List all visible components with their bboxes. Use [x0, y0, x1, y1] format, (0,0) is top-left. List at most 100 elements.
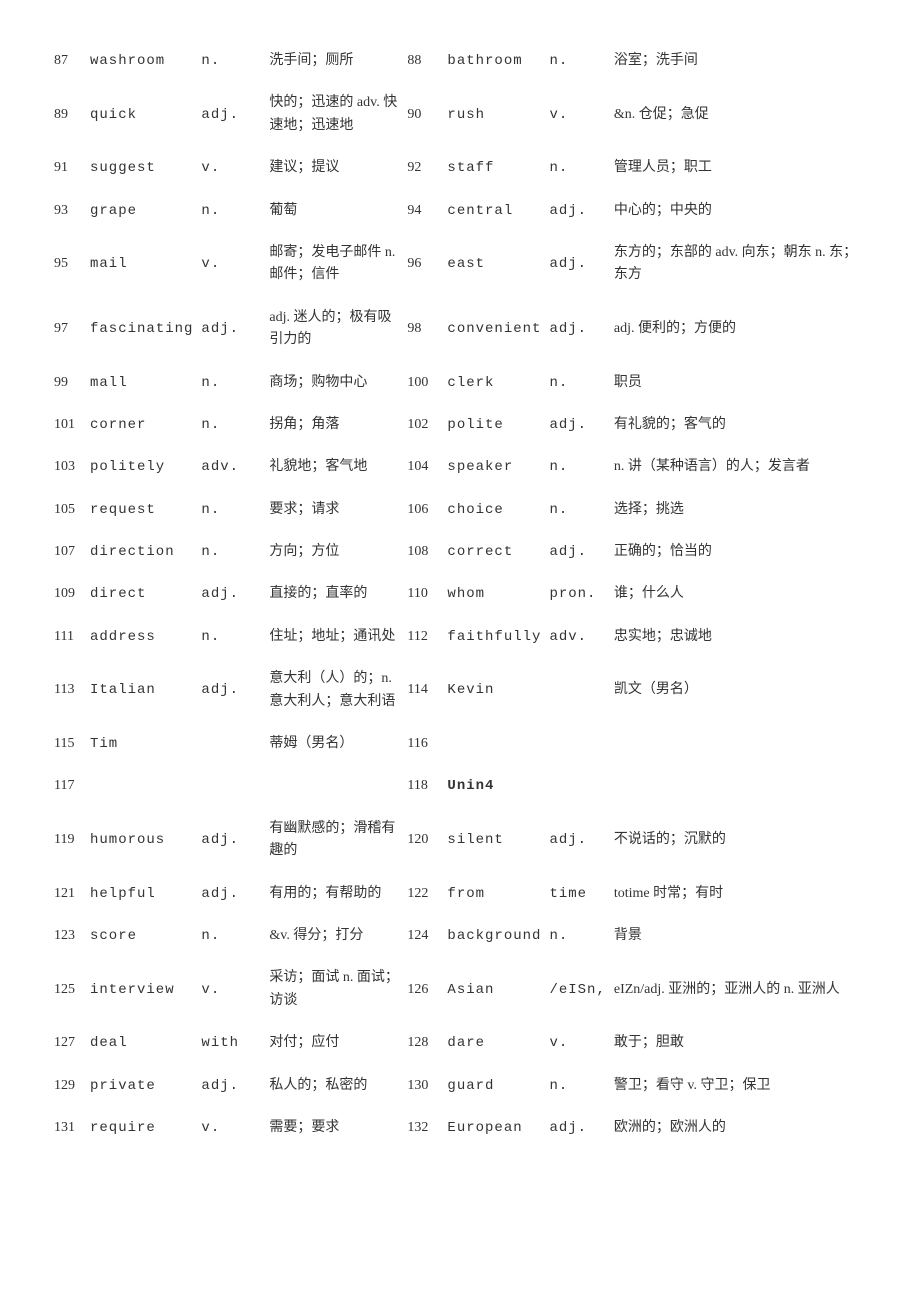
- row-number-left: 123: [50, 915, 86, 957]
- definition-right: 管理人员；职工: [610, 147, 870, 189]
- row-number-left: 89: [50, 82, 86, 147]
- pos-right: adj.: [545, 232, 609, 297]
- definition-right: 正确的；恰当的: [610, 531, 870, 573]
- definition-right: 谁；什么人: [610, 573, 870, 615]
- definition-left: 快的；迅速的 adv. 快速地；迅速地: [265, 82, 403, 147]
- pos-right: n.: [545, 147, 609, 189]
- row-number-left: 91: [50, 147, 86, 189]
- pos-left: v.: [197, 147, 265, 189]
- definition-left: 直接的；直率的: [265, 573, 403, 615]
- table-row: 89quickadj.快的；迅速的 adv. 快速地；迅速地90rushv.&n…: [50, 82, 870, 147]
- definition-left: 洗手间；厕所: [265, 40, 403, 82]
- word-left: Tim: [86, 723, 197, 765]
- word-left: interview: [86, 957, 197, 1022]
- row-number-left: 129: [50, 1065, 86, 1107]
- definition-right: n. 讲（某种语言）的人；发言者: [610, 446, 870, 488]
- word-left: Italian: [86, 658, 197, 723]
- pos-left: n.: [197, 489, 265, 531]
- definition-left: 方向；方位: [265, 531, 403, 573]
- word-right: European: [443, 1107, 545, 1149]
- word-left: fascinating: [86, 297, 197, 362]
- word-right: bathroom: [443, 40, 545, 82]
- word-right: silent: [443, 808, 545, 873]
- pos-right: /eISn,: [545, 957, 609, 1022]
- word-left: private: [86, 1065, 197, 1107]
- table-row: 91suggestv.建议；提议92staffn.管理人员；职工: [50, 147, 870, 189]
- pos-right: n.: [545, 362, 609, 404]
- row-number-right: 122: [403, 873, 443, 915]
- word-right: convenient: [443, 297, 545, 362]
- pos-left: adj.: [197, 873, 265, 915]
- row-number-right: 94: [403, 190, 443, 232]
- definition-right: [610, 765, 870, 807]
- pos-right: v.: [545, 82, 609, 147]
- word-right: Asian: [443, 957, 545, 1022]
- row-number-right: 114: [403, 658, 443, 723]
- table-row: 105requestn.要求；请求106choicen.选择；挑选: [50, 489, 870, 531]
- table-row: 97fascinatingadj.adj. 迷人的；极有吸引力的98conven…: [50, 297, 870, 362]
- document-page: 87washroomn.洗手间；厕所88bathroomn.浴室；洗手间89qu…: [0, 0, 920, 1189]
- word-right: choice: [443, 489, 545, 531]
- definition-right: 中心的；中央的: [610, 190, 870, 232]
- word-right: guard: [443, 1065, 545, 1107]
- table-row: 115Tim蒂姆（男名）116: [50, 723, 870, 765]
- pos-right: [545, 658, 609, 723]
- definition-right: 浴室；洗手间: [610, 40, 870, 82]
- row-number-right: 126: [403, 957, 443, 1022]
- pos-left: v.: [197, 1107, 265, 1149]
- row-number-right: 128: [403, 1022, 443, 1064]
- word-left: corner: [86, 404, 197, 446]
- definition-right: 警卫；看守 v. 守卫；保卫: [610, 1065, 870, 1107]
- definition-left: 意大利（人）的；n. 意大利人；意大利语: [265, 658, 403, 723]
- table-row: 129privateadj.私人的；私密的130guardn.警卫；看守 v. …: [50, 1065, 870, 1107]
- word-left: require: [86, 1107, 197, 1149]
- definition-left: 礼貌地；客气地: [265, 446, 403, 488]
- pos-right: adj.: [545, 531, 609, 573]
- definition-left: adj. 迷人的；极有吸引力的: [265, 297, 403, 362]
- word-right: background: [443, 915, 545, 957]
- row-number-left: 107: [50, 531, 86, 573]
- definition-right: 凯文（男名）: [610, 658, 870, 723]
- pos-right: adj.: [545, 297, 609, 362]
- word-left: grape: [86, 190, 197, 232]
- word-right: polite: [443, 404, 545, 446]
- pos-right: pron.: [545, 573, 609, 615]
- pos-left: adv.: [197, 446, 265, 488]
- vocabulary-table: 87washroomn.洗手间；厕所88bathroomn.浴室；洗手间89qu…: [50, 40, 870, 1149]
- definition-right: adj. 便利的；方便的: [610, 297, 870, 362]
- definition-left: 蒂姆（男名）: [265, 723, 403, 765]
- definition-right: totime 时常；有时: [610, 873, 870, 915]
- row-number-right: 102: [403, 404, 443, 446]
- table-row: 109directadj.直接的；直率的110whompron.谁；什么人: [50, 573, 870, 615]
- word-right: east: [443, 232, 545, 297]
- pos-left: adj.: [197, 573, 265, 615]
- definition-left: [265, 765, 403, 807]
- pos-right: time: [545, 873, 609, 915]
- table-row: 119humorousadj.有幽默感的；滑稽有趣的120silentadj.不…: [50, 808, 870, 873]
- word-left: [86, 765, 197, 807]
- row-number-right: 106: [403, 489, 443, 531]
- row-number-right: 120: [403, 808, 443, 873]
- row-number-left: 117: [50, 765, 86, 807]
- pos-left: n.: [197, 616, 265, 658]
- row-number-left: 109: [50, 573, 86, 615]
- table-row: 113Italianadj.意大利（人）的；n. 意大利人；意大利语114Kev…: [50, 658, 870, 723]
- table-row: 99malln.商场；购物中心100clerkn.职员: [50, 362, 870, 404]
- definition-right: eIZn/adj. 亚洲的；亚洲人的 n. 亚洲人: [610, 957, 870, 1022]
- definition-right: 欧洲的；欧洲人的: [610, 1107, 870, 1149]
- table-row: 123scoren.&v. 得分；打分124backgroundn.背景: [50, 915, 870, 957]
- row-number-left: 97: [50, 297, 86, 362]
- pos-right: n.: [545, 446, 609, 488]
- definition-right: 敢于；胆敢: [610, 1022, 870, 1064]
- pos-left: adj.: [197, 297, 265, 362]
- pos-right: adj.: [545, 190, 609, 232]
- pos-left: n.: [197, 40, 265, 82]
- row-number-right: 100: [403, 362, 443, 404]
- word-right: [443, 723, 545, 765]
- pos-left: n.: [197, 362, 265, 404]
- pos-left: adj.: [197, 82, 265, 147]
- definition-right: 选择；挑选: [610, 489, 870, 531]
- pos-right: adj.: [545, 808, 609, 873]
- word-left: mall: [86, 362, 197, 404]
- definition-left: 住址；地址；通讯处: [265, 616, 403, 658]
